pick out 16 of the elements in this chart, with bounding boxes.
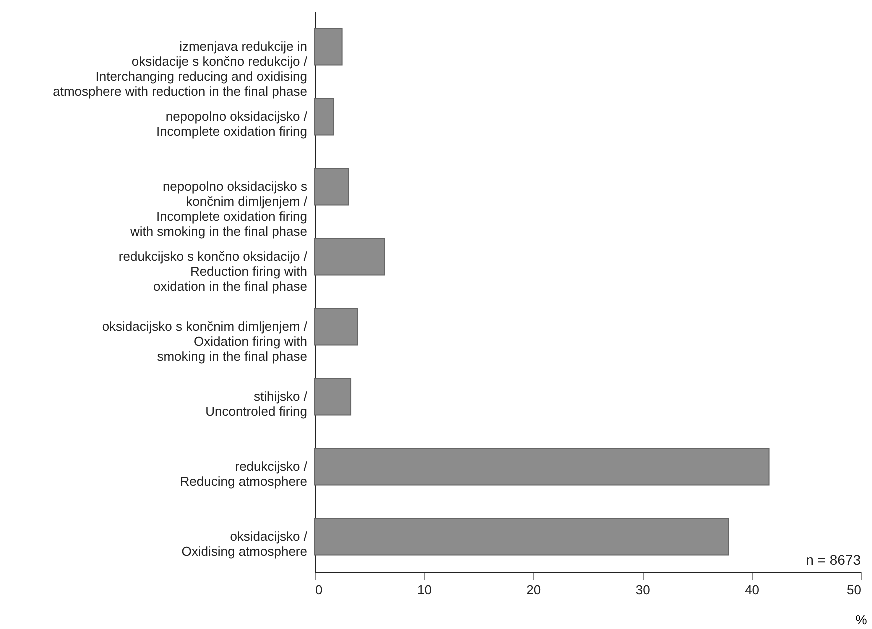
x-axis-title: % [856, 612, 868, 628]
y-tick-label: nepopolno oksidacijsko / Incomplete oxidation firing [156, 109, 308, 139]
x-tick-label: 20 [526, 582, 542, 598]
y-tick-label: oksidacijsko s končnim dimljenjem / Oxidation firing with smoking in the final phase [102, 319, 308, 364]
x-tick-label: 0 [316, 582, 323, 598]
x-tick-label: 50 [847, 582, 862, 598]
x-tick-label: 30 [636, 582, 650, 598]
y-tick-label: izmenjava redukcije in oksidacije s končno redukcijo / Interchanging reducing and oxidising atmosphere with reduction in the final phase [53, 39, 308, 99]
y-tick-label: redukcijsko s končno oksidacijo / Reduction firing with oxidation in the final phase [118, 249, 308, 294]
y-tick-label: redukcijsko / Reducing atmosphere [180, 459, 308, 489]
y-tick-label: nepopolno oksidacijsko s končnim dimljenjem / Incomplete oxidation firing with smoking in the final phase [129, 179, 308, 239]
annotation: n = 8673 [806, 552, 862, 568]
y-tick-label: oksidacijsko / Oxidising atmosphere [182, 529, 308, 559]
x-tick-label: 40 [745, 582, 760, 598]
x-tick-label: 10 [417, 582, 432, 598]
y-tick-label: stihijsko / Uncontroled firing [206, 389, 308, 419]
